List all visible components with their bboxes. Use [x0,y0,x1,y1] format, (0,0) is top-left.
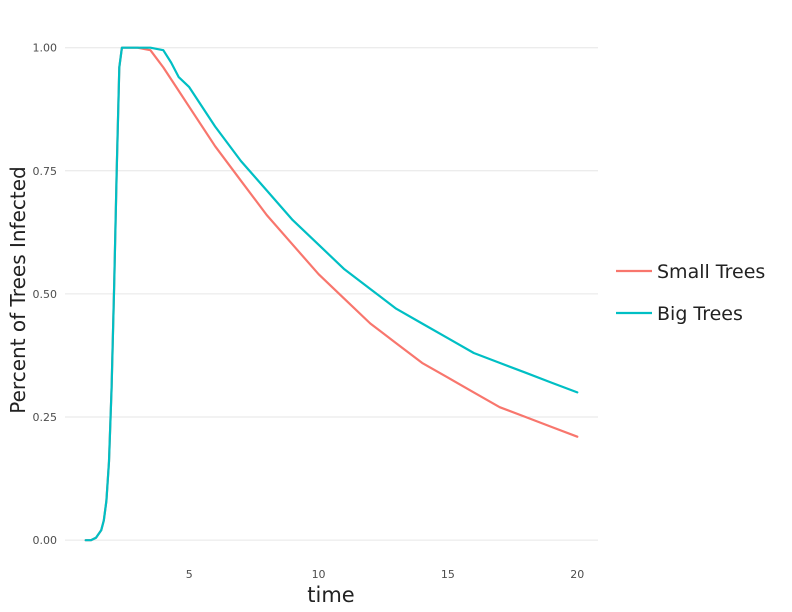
y-tick-label: 0.00 [33,534,58,547]
x-tick-label: 20 [570,568,584,581]
y-tick-label: 0.50 [33,288,58,301]
x-tick-label: 15 [441,568,455,581]
grid-lines [65,47,598,541]
series-lines [84,46,579,542]
x-axis-title: time [307,583,354,607]
y-tick-label: 0.75 [33,165,58,178]
y-tick-label: 1.00 [33,42,58,55]
x-tick-labels: 5 10 15 20 [186,568,585,581]
legend: Small Trees Big Trees [616,261,765,325]
legend-label: Small Trees [657,261,765,283]
y-axis-title: Percent of Trees Infected [6,166,30,413]
series-line-big-trees [84,46,579,542]
x-tick-label: 10 [312,568,326,581]
legend-label: Big Trees [657,303,743,325]
y-tick-labels: 0.00 0.25 0.50 0.75 1.00 [33,42,58,547]
x-tick-label: 5 [186,568,193,581]
y-tick-label: 0.25 [33,411,58,424]
